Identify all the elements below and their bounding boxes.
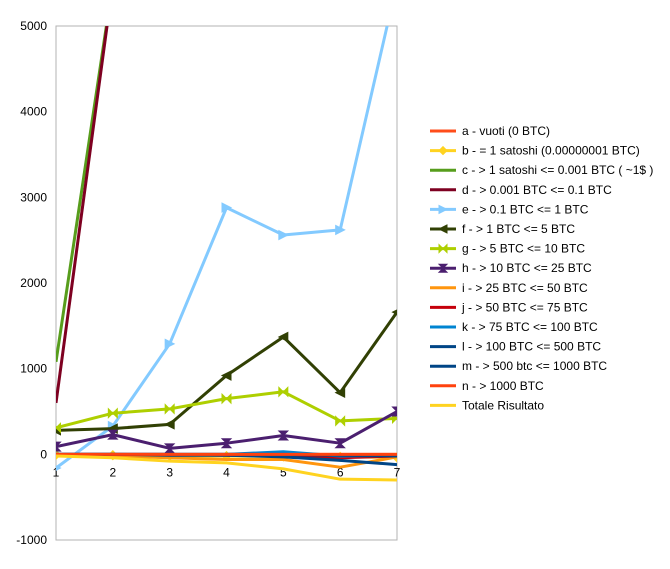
series-line bbox=[56, 26, 109, 404]
legend-label: g - > 5 BTC <= 10 BTC bbox=[462, 242, 585, 256]
data-point bbox=[277, 331, 289, 343]
data-point bbox=[437, 263, 449, 273]
legend-label: l - > 100 BTC <= 500 BTC bbox=[462, 340, 601, 354]
legend-item: h - > 10 BTC <= 25 BTC bbox=[430, 261, 592, 275]
data-point bbox=[391, 309, 397, 315]
legend-item: b - = 1 satoshi (0.00000001 BTC) bbox=[430, 144, 640, 158]
legend-label: d - > 0.001 BTC <= 0.1 BTC bbox=[462, 183, 612, 197]
data-point bbox=[437, 224, 448, 234]
data-point bbox=[107, 429, 119, 440]
series-line bbox=[56, 452, 397, 469]
x-tick-label: 2 bbox=[109, 465, 116, 479]
data-point bbox=[164, 338, 176, 350]
data-point bbox=[277, 430, 290, 441]
data-point bbox=[221, 392, 232, 405]
data-point bbox=[164, 419, 175, 430]
legend-item: m - > 500 btc <= 1000 BTC bbox=[430, 359, 607, 373]
data-point bbox=[335, 224, 346, 236]
data-point bbox=[391, 406, 397, 417]
legend-item: n - > 1000 BTC bbox=[430, 379, 544, 393]
legend-label: a - vuoti (0 BTC) bbox=[462, 124, 550, 138]
data-point bbox=[164, 403, 175, 415]
data-point bbox=[56, 441, 62, 452]
legend-item: c - > 1 satoshi <= 0.001 BTC ( ~1$ ) bbox=[430, 163, 653, 177]
data-point bbox=[56, 465, 62, 471]
series-line bbox=[56, 454, 397, 482]
x-axis: 1 2 3 4 5 6 7 bbox=[53, 465, 401, 479]
x-tick-label: 1 bbox=[53, 465, 60, 479]
data-point bbox=[334, 387, 346, 398]
series-f bbox=[56, 309, 397, 436]
x-tick-label: 6 bbox=[337, 465, 344, 479]
legend-label: Totale Risultato bbox=[462, 398, 544, 412]
data-point bbox=[438, 145, 448, 156]
x-tick-label: 3 bbox=[166, 465, 173, 479]
series-group bbox=[56, 26, 397, 482]
data-point bbox=[220, 370, 232, 381]
y-axis: -1000 0 1000 2000 3000 4000 5000 bbox=[16, 19, 47, 547]
y-tick-label: 4000 bbox=[20, 105, 47, 119]
legend-item: f - > 1 BTC <= 5 BTC bbox=[430, 222, 575, 236]
data-point bbox=[278, 229, 289, 241]
data-point bbox=[334, 438, 346, 449]
series-g bbox=[56, 386, 397, 434]
legend-item: g - > 5 BTC <= 10 BTC bbox=[430, 242, 585, 256]
x-tick-label: 5 bbox=[280, 465, 287, 479]
legend-label: k - > 75 BTC <= 100 BTC bbox=[462, 320, 598, 334]
y-tick-label: -1000 bbox=[16, 533, 47, 547]
data-point bbox=[221, 202, 233, 213]
legend-label: h - > 10 BTC <= 25 BTC bbox=[462, 261, 592, 275]
data-point bbox=[220, 438, 233, 449]
legend-item: a - vuoti (0 BTC) bbox=[430, 124, 550, 138]
y-tick-label: 3000 bbox=[20, 190, 47, 204]
y-tick-label: 1000 bbox=[20, 362, 47, 376]
x-tick-label: 7 bbox=[394, 465, 401, 479]
series-o bbox=[56, 454, 397, 482]
legend-item: j - > 50 BTC <= 75 BTC bbox=[430, 300, 588, 314]
y-tick-label: 2000 bbox=[20, 276, 47, 290]
series-h bbox=[56, 406, 397, 454]
legend-item: d - > 0.001 BTC <= 0.1 BTC bbox=[430, 183, 612, 197]
series-d bbox=[56, 26, 109, 404]
legend-item: i - > 25 BTC <= 50 BTC bbox=[430, 281, 588, 295]
legend-label: c - > 1 satoshi <= 0.001 BTC ( ~1$ ) bbox=[462, 163, 653, 177]
legend-label: i - > 25 BTC <= 50 BTC bbox=[462, 281, 588, 295]
series-i bbox=[56, 452, 397, 469]
legend-item: k - > 75 BTC <= 100 BTC bbox=[430, 320, 598, 334]
legend-label: n - > 1000 BTC bbox=[462, 379, 544, 393]
legend-label: f - > 1 BTC <= 5 BTC bbox=[462, 222, 575, 236]
data-point bbox=[438, 204, 449, 215]
data-point bbox=[335, 415, 346, 427]
legend-label: j - > 50 BTC <= 75 BTC bbox=[461, 300, 588, 314]
y-tick-label: 0 bbox=[40, 447, 47, 461]
legend-item: e - > 0.1 BTC <= 1 BTC bbox=[430, 202, 589, 216]
legend: a - vuoti (0 BTC) b - = 1 satoshi (0.0000… bbox=[430, 124, 653, 412]
legend-label: m - > 500 btc <= 1000 BTC bbox=[462, 359, 607, 373]
legend-label: b - = 1 satoshi (0.00000001 BTC) bbox=[462, 144, 640, 158]
y-tick-label: 5000 bbox=[20, 19, 47, 33]
legend-item: Totale Risultato bbox=[430, 398, 544, 412]
data-point bbox=[438, 243, 448, 254]
data-point bbox=[278, 386, 289, 398]
legend-item: l - > 100 BTC <= 500 BTC bbox=[430, 340, 601, 354]
legend-label: e - > 0.1 BTC <= 1 BTC bbox=[462, 202, 589, 216]
x-tick-label: 4 bbox=[223, 465, 230, 479]
data-point bbox=[107, 407, 118, 419]
data-point bbox=[56, 422, 61, 434]
